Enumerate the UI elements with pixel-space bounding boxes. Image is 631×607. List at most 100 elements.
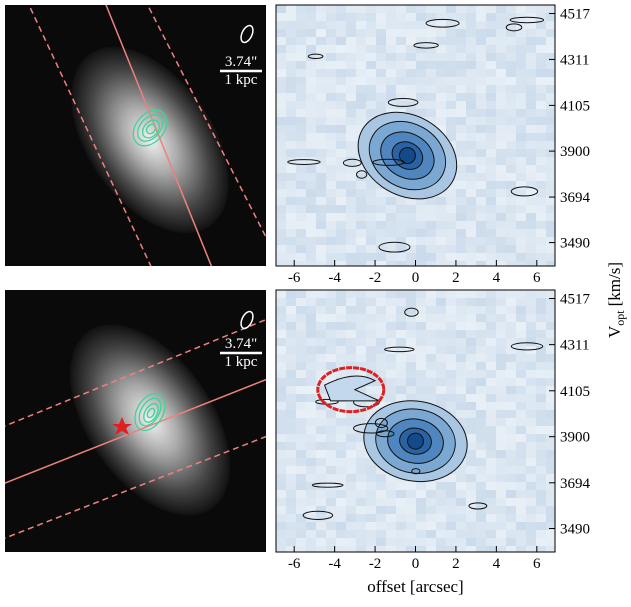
background-cell [516, 410, 526, 418]
background-cell [526, 514, 536, 522]
background-cell [426, 45, 436, 53]
background-cell [496, 530, 506, 538]
background-cell [306, 410, 316, 418]
background-cell [386, 5, 396, 13]
background-cell [526, 21, 536, 29]
background-cell [346, 514, 356, 522]
background-cell [546, 330, 555, 338]
background-cell [476, 418, 486, 426]
background-cell [356, 45, 366, 53]
background-cell [316, 402, 326, 410]
background-cell [536, 5, 546, 13]
background-cell [546, 181, 555, 189]
background-cell [476, 37, 486, 45]
background-cell [376, 205, 386, 213]
background-cell [546, 125, 555, 133]
background-cell [476, 181, 486, 189]
background-cell [356, 189, 366, 197]
background-cell [536, 77, 546, 85]
background-cell [416, 109, 426, 117]
background-cell [536, 450, 546, 458]
background-cell [336, 141, 346, 149]
background-cell [276, 514, 286, 522]
background-cell [326, 418, 336, 426]
background-cell [406, 37, 416, 45]
background-cell [296, 538, 306, 546]
background-cell [486, 330, 496, 338]
background-cell [516, 314, 526, 322]
background-cell [446, 538, 456, 546]
background-cell [346, 205, 356, 213]
background-cell [456, 29, 466, 37]
background-cell [436, 253, 446, 261]
background-cell [466, 514, 476, 522]
background-cell [306, 197, 316, 205]
background-cell [496, 298, 506, 306]
background-cell [416, 37, 426, 45]
background-cell [546, 165, 555, 173]
background-cell [486, 213, 496, 221]
background-cell [476, 386, 486, 394]
background-cell [546, 109, 555, 117]
background-cell [356, 21, 366, 29]
background-cell [436, 346, 446, 354]
background-cell [336, 298, 346, 306]
background-cell [276, 5, 286, 13]
background-cell [296, 370, 306, 378]
background-cell [346, 13, 356, 21]
background-cell [306, 450, 316, 458]
background-cell [386, 189, 396, 197]
background-cell [316, 69, 326, 77]
background-cell [406, 101, 416, 109]
background-cell [456, 410, 466, 418]
background-cell [506, 474, 516, 482]
background-cell [386, 237, 396, 245]
background-cell [506, 93, 516, 101]
background-cell [496, 61, 506, 69]
background-cell [446, 13, 456, 21]
background-cell [546, 53, 555, 61]
background-cell [446, 101, 456, 109]
background-cell [426, 514, 436, 522]
background-cell [286, 213, 296, 221]
background-cell [396, 314, 406, 322]
background-cell [376, 5, 386, 13]
background-cell [346, 338, 356, 346]
background-cell [406, 514, 416, 522]
background-cell [336, 125, 346, 133]
background-cell [546, 506, 555, 514]
background-cell [416, 21, 426, 29]
background-cell [296, 394, 306, 402]
background-cell [546, 149, 555, 157]
background-cell [506, 157, 516, 165]
background-cell [436, 354, 446, 362]
background-cell [376, 546, 386, 552]
background-cell [446, 306, 456, 314]
background-cell [396, 205, 406, 213]
background-cell [526, 530, 536, 538]
background-cell [416, 338, 426, 346]
background-cell [376, 498, 386, 506]
background-cell [336, 13, 346, 21]
background-cell [446, 189, 456, 197]
background-cell [306, 338, 316, 346]
background-cell [316, 442, 326, 450]
background-cell [296, 77, 306, 85]
background-cell [506, 330, 516, 338]
background-cell [416, 522, 426, 530]
background-cell [316, 298, 326, 306]
background-cell [486, 410, 496, 418]
background-cell [296, 101, 306, 109]
background-cell [276, 370, 286, 378]
background-cell [336, 85, 346, 93]
background-cell [366, 298, 376, 306]
background-cell [466, 157, 476, 165]
background-cell [326, 458, 336, 466]
background-cell [326, 306, 336, 314]
background-cell [316, 346, 326, 354]
background-cell [326, 506, 336, 514]
noise-contour [372, 158, 405, 166]
background-cell [486, 13, 496, 21]
background-cell [426, 261, 436, 266]
background-cell [406, 5, 416, 13]
